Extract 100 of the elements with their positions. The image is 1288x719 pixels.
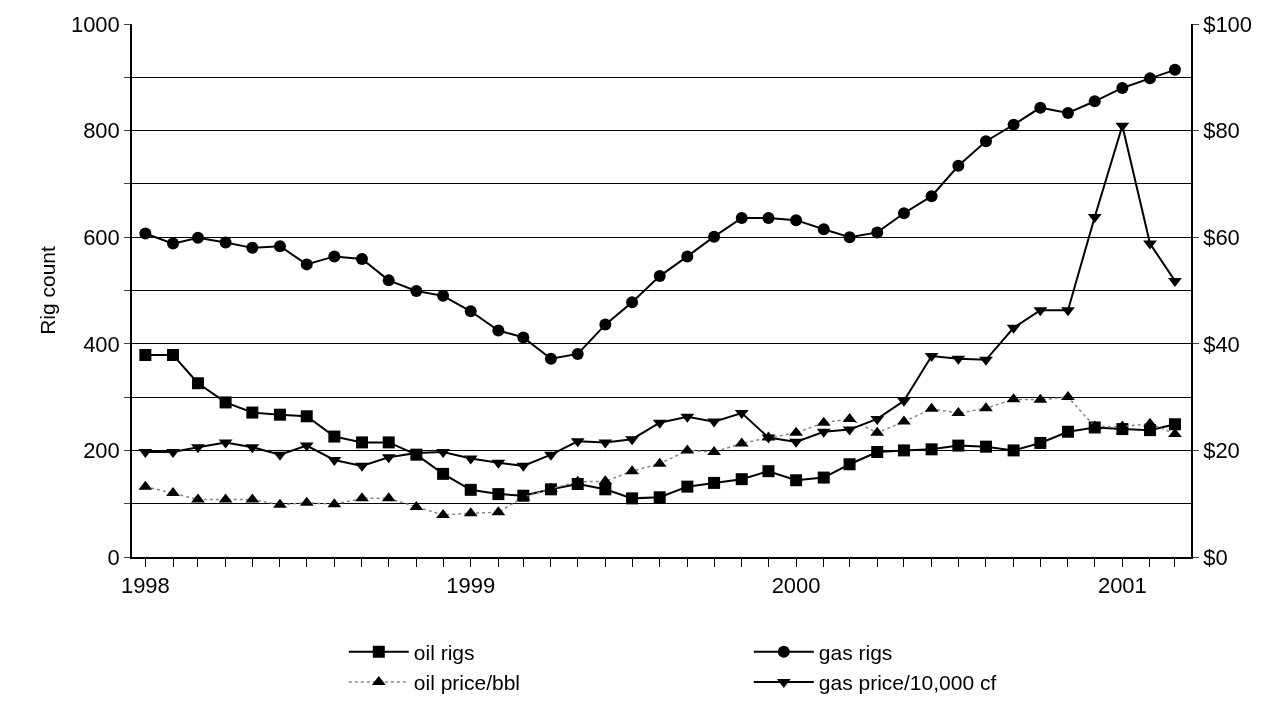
point <box>1061 391 1075 401</box>
point <box>355 436 368 449</box>
point <box>790 214 803 227</box>
x-tick-label: 2000 <box>771 573 821 599</box>
point <box>708 476 721 489</box>
point <box>410 285 423 298</box>
point <box>1061 425 1074 438</box>
point <box>139 227 152 240</box>
point <box>599 483 612 496</box>
point <box>1168 418 1181 431</box>
y-tick-label: 0 <box>107 544 120 570</box>
point <box>273 408 286 421</box>
point <box>382 274 395 287</box>
point <box>1144 72 1156 85</box>
point <box>1168 277 1182 287</box>
point <box>925 190 938 203</box>
y2-tick-label: $20 <box>1203 438 1240 464</box>
y-tick-label: 600 <box>83 224 120 250</box>
y-tick-label: 800 <box>83 118 120 144</box>
point <box>437 289 450 302</box>
point <box>1168 63 1181 76</box>
point <box>300 258 313 271</box>
point <box>191 377 204 390</box>
y-axis-title: Rig count <box>35 245 59 335</box>
point <box>979 135 992 148</box>
point <box>952 159 965 172</box>
y-tick-label: 400 <box>83 331 120 357</box>
point <box>571 347 584 360</box>
point <box>599 318 612 331</box>
point <box>1034 436 1047 449</box>
y2-tick-label: $100 <box>1203 11 1253 37</box>
y-tick-label: 200 <box>83 438 120 464</box>
y2-tick-label: $60 <box>1203 224 1240 250</box>
point <box>653 270 666 283</box>
point <box>219 236 232 249</box>
point <box>464 305 477 318</box>
point <box>139 348 152 361</box>
point <box>355 492 369 502</box>
y-tick-label: 1000 <box>70 11 120 37</box>
point <box>762 212 775 224</box>
point <box>1034 101 1047 114</box>
x-tick-label: 1998 <box>120 573 170 599</box>
point <box>437 467 450 480</box>
point <box>871 446 884 458</box>
point <box>246 241 259 254</box>
point <box>246 406 259 419</box>
point <box>708 230 721 243</box>
point <box>219 396 232 409</box>
point <box>166 487 180 497</box>
point <box>979 440 992 453</box>
point <box>790 474 803 487</box>
point <box>1143 240 1157 250</box>
point <box>167 348 180 361</box>
point <box>925 443 938 456</box>
legend-label: gas rigs <box>818 640 893 664</box>
point <box>681 250 694 263</box>
point <box>626 492 639 505</box>
point <box>492 488 505 501</box>
x-tick-label: 2001 <box>1097 573 1147 599</box>
y2-tick-label: $0 <box>1203 544 1228 570</box>
point <box>355 253 368 266</box>
point <box>979 356 993 366</box>
point <box>897 397 911 407</box>
point <box>544 482 558 492</box>
point <box>492 324 505 337</box>
point <box>273 240 286 253</box>
point <box>382 436 395 449</box>
point <box>544 352 557 365</box>
point <box>843 458 856 471</box>
point <box>843 231 856 244</box>
point <box>626 296 639 309</box>
point <box>1143 417 1157 427</box>
point <box>897 207 910 220</box>
point <box>871 226 884 239</box>
point <box>1007 118 1020 131</box>
legend-label: gas price/10,000 cf <box>818 671 997 695</box>
point <box>1088 95 1101 108</box>
point <box>273 498 287 508</box>
point <box>167 237 180 250</box>
point <box>328 250 341 263</box>
point <box>517 331 530 344</box>
y2-tick-label: $40 <box>1203 331 1240 357</box>
point <box>897 415 911 425</box>
point <box>817 471 830 484</box>
point <box>1061 307 1075 317</box>
point <box>762 465 775 478</box>
point <box>1061 107 1074 119</box>
point <box>952 439 965 452</box>
legend-label: oil rigs <box>413 640 475 664</box>
point <box>979 402 993 412</box>
point <box>897 444 910 457</box>
point <box>464 483 477 496</box>
point <box>300 410 313 423</box>
x-tick-label: 1999 <box>446 573 496 599</box>
point <box>191 493 205 503</box>
legend-label: oil price/bbl <box>413 671 521 695</box>
point <box>681 480 694 493</box>
point <box>1007 444 1020 457</box>
point <box>817 223 830 236</box>
point <box>735 473 748 486</box>
